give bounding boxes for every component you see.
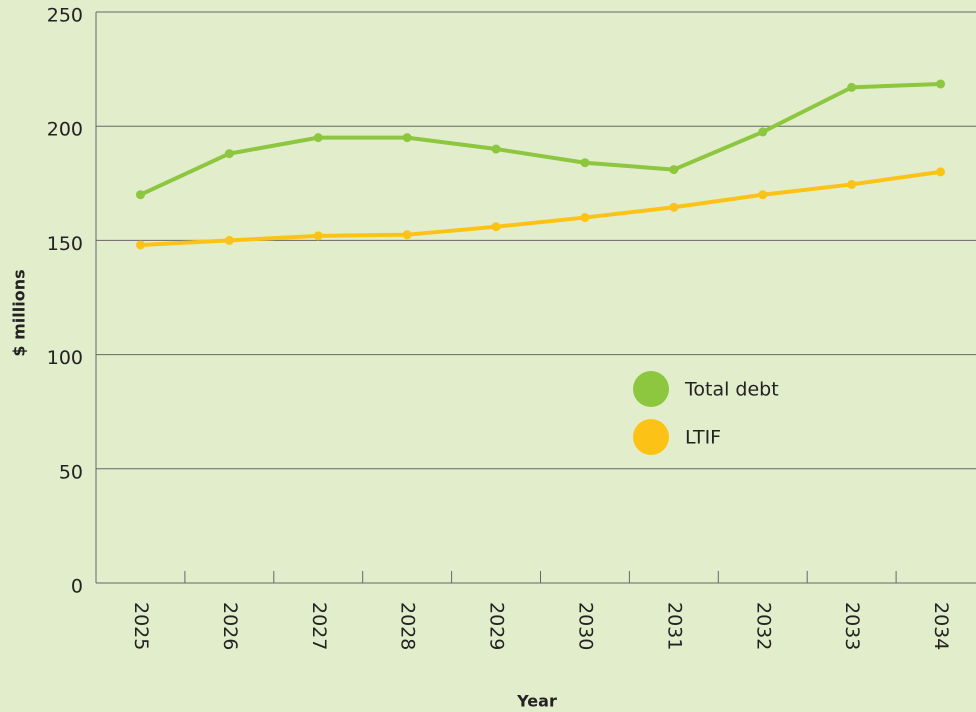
y-tick-label: 100 [47,347,83,369]
x-tick-label: 2026 [219,602,241,650]
legend-label: LTIF [685,427,721,449]
data-point [224,235,234,245]
x-tick-label: 2034 [930,602,952,650]
data-point [758,127,768,137]
data-point [758,190,768,200]
x-tick-label: 2030 [574,602,596,650]
data-point [669,165,679,175]
x-tick-label: 2028 [397,602,419,650]
data-point [580,158,590,168]
data-point [847,179,857,189]
y-axis-label: $ millions [10,269,29,356]
x-tick-label: 2029 [486,602,508,650]
x-tick-label: 2032 [752,602,774,650]
data-point [402,133,412,143]
x-tick-label: 2025 [130,602,152,650]
data-point [491,144,501,154]
x-tick-label: 2031 [663,602,685,650]
series-line [139,81,941,197]
data-point [936,167,946,177]
y-tick-label: 150 [47,233,83,255]
legend-swatch [633,371,669,407]
data-point [847,82,857,92]
data-point [669,202,679,212]
data-point [313,231,323,241]
data-point [313,133,323,143]
y-tick-label: 50 [59,461,83,483]
y-tick-label: 200 [47,119,83,141]
data-point [135,240,145,250]
data-point [402,230,412,240]
data-point [224,149,234,159]
series-line [140,169,941,247]
data-point [936,79,946,89]
data-point [135,190,145,200]
data-point [491,222,501,232]
legend-swatch [633,419,669,455]
data-point [580,213,590,223]
y-tick-label: 0 [71,576,83,598]
legend-label: Total debt [684,379,779,401]
x-tick-label: 2033 [841,602,863,650]
y-tick-label: 250 [47,5,83,27]
x-tick-label: 2027 [308,602,330,650]
x-axis-label: Year [516,692,557,711]
